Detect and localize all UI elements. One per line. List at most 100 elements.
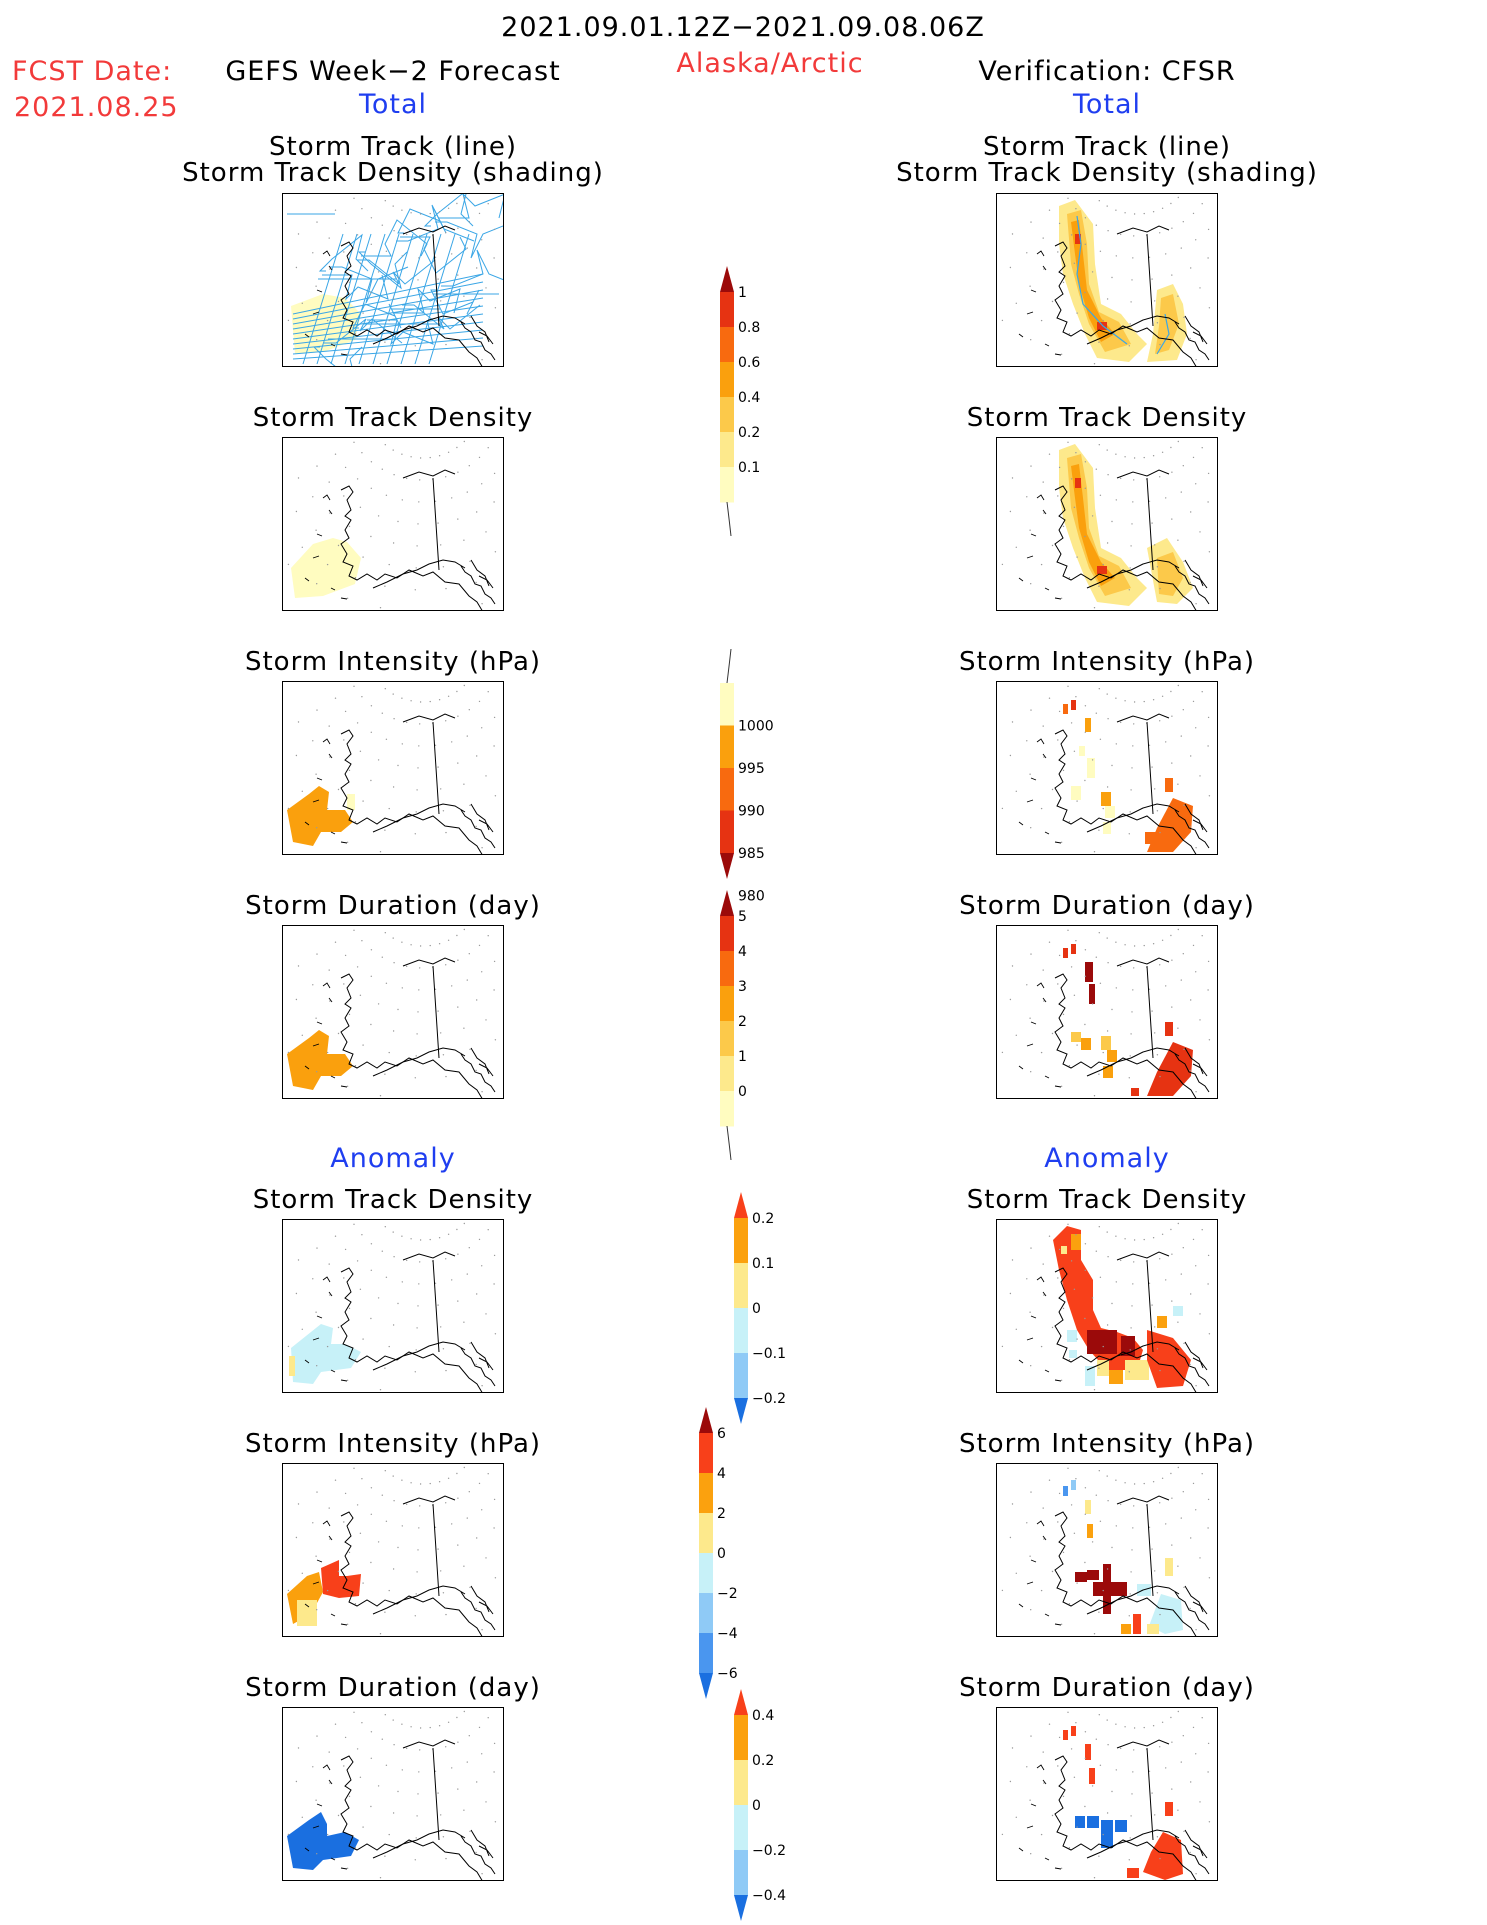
intensity-anomaly-colorbar: 6 4 2 0 −2 −4 −6 [693,1403,773,1703]
right-anom-density-title: Storm Track Density [966,1185,1248,1215]
map-basemap [287,196,497,366]
colorbar-tick-label: 4 [717,1466,726,1482]
field-cell [1075,1816,1085,1828]
field-cell [1075,478,1081,488]
colorbar-arrow-bottom [734,1895,748,1921]
field-area [287,786,353,846]
field-cell [1165,1558,1173,1576]
left-track-map [282,193,504,367]
colorbar-swatch [699,1433,713,1474]
colorbar-tick-label: 2 [717,1506,726,1522]
field-cell [1089,1768,1095,1784]
map-basemap [1001,1710,1211,1880]
field-cell [1071,786,1081,800]
region-label: Alaska/Arctic [676,48,864,79]
field-cell [1145,832,1159,844]
right-intensity-title: Storm Intensity (hPa) [958,647,1256,677]
field-cell [1075,1572,1087,1582]
colorbar-tick-label: 1 [738,285,747,301]
colorbar-swatch [720,362,734,398]
right-density-title: Storm Track Density [966,403,1248,433]
colorbar-tick-label: 0.6 [738,355,760,371]
colorbar-tick-label: 0.1 [738,460,760,476]
field-area [291,1324,361,1384]
storm-track-lines [1076,215,1170,355]
storm-track-lines [287,194,503,366]
left-anom-density-map [282,1219,504,1393]
field-cell [1063,1730,1068,1740]
colorbar-arrow-bottom [720,853,734,879]
left-track-shading-title: Storm Track Density (shading) [182,158,604,188]
field-cell [1125,1360,1149,1380]
colorbar-tick-label: −0.4 [752,1888,786,1904]
colorbar-arrow-top [734,1689,748,1715]
right-density-map [996,437,1218,611]
field-cell [1087,1570,1099,1580]
right-anomaly-label: Anomaly [1044,1143,1170,1174]
field-area [1071,220,1115,342]
duration-anomaly-colorbar: 0.4 0.2 0 −0.2 −0.4 [728,1685,808,1925]
field-cell [347,794,355,810]
map-basemap [287,1710,497,1880]
colorbar-tick-label: −6 [717,1666,738,1682]
field-cell [1101,792,1111,806]
colorbar-tick-label: −2 [717,1586,738,1602]
colorbar-arrow-top [699,1407,713,1433]
left-anom-intensity-map [282,1463,504,1637]
field-cell [289,1356,295,1376]
colorbar-swatch [699,1513,713,1554]
colorbar-tick-label: −4 [717,1626,738,1642]
field-area [1067,210,1131,352]
colorbar-swatch [720,327,734,363]
left-intensity-title: Storm Intensity (hPa) [244,647,542,677]
left-track-line-title: Storm Track (line) [269,132,517,162]
colorbar-tick-label: 2 [738,1014,747,1030]
left-intensity-map [282,681,504,855]
colorbar-tick-label: 0 [717,1546,726,1562]
colorbar-swatch [720,768,734,811]
colorbar-swatch [720,432,734,468]
right-total-label: Total [1072,89,1142,120]
field-cell [1107,1050,1117,1062]
colorbar-tick-label: 0.2 [738,425,760,441]
left-duration-title: Storm Duration (day) [245,891,541,921]
colorbar-swatch [699,1553,713,1594]
colorbar-arrow-top [720,266,734,292]
colorbar-swatch [734,1218,748,1264]
colorbar-swatch [720,725,734,769]
field-cell [1071,700,1076,710]
field-cell [1079,746,1085,756]
field-cell [1165,778,1173,792]
field-cell [1071,1032,1081,1042]
field-area [291,538,361,598]
colorbar-arrow-top [734,1192,748,1218]
field-cell [1071,1234,1081,1250]
field-cell [1147,1624,1159,1634]
right-duration-map [996,925,1218,1099]
left-anom-duration-title: Storm Duration (day) [245,1673,541,1703]
map-basemap [1001,440,1211,610]
field-cell [1165,1022,1173,1036]
fcst-date-value: 2021.08.25 [14,92,179,123]
colorbar-tick-label: 990 [738,804,765,820]
field-cell [1063,1486,1068,1496]
field-cell [1097,322,1107,330]
field-cell [1085,962,1093,982]
field-area [1147,1330,1191,1388]
right-duration-title: Storm Duration (day) [959,891,1255,921]
colorbar-tail [726,501,732,537]
field-cell [1085,1744,1091,1760]
colorbar-swatch [720,467,734,503]
fcst-date-label: FCST Date: [12,56,173,87]
field-area [287,1030,353,1090]
field-cell [1061,1246,1067,1254]
right-track-shading-title: Storm Track Density (shading) [896,158,1318,188]
colorbar-tick-label: 0.2 [752,1211,774,1227]
map-basemap [287,440,497,610]
colorbar-swatch [734,1263,748,1309]
field-cell [1103,822,1111,834]
field-cell [1089,984,1095,1004]
left-anom-density-title: Storm Track Density [252,1185,534,1215]
map-basemap [287,684,497,854]
right-anom-duration-title: Storm Duration (day) [959,1673,1255,1703]
